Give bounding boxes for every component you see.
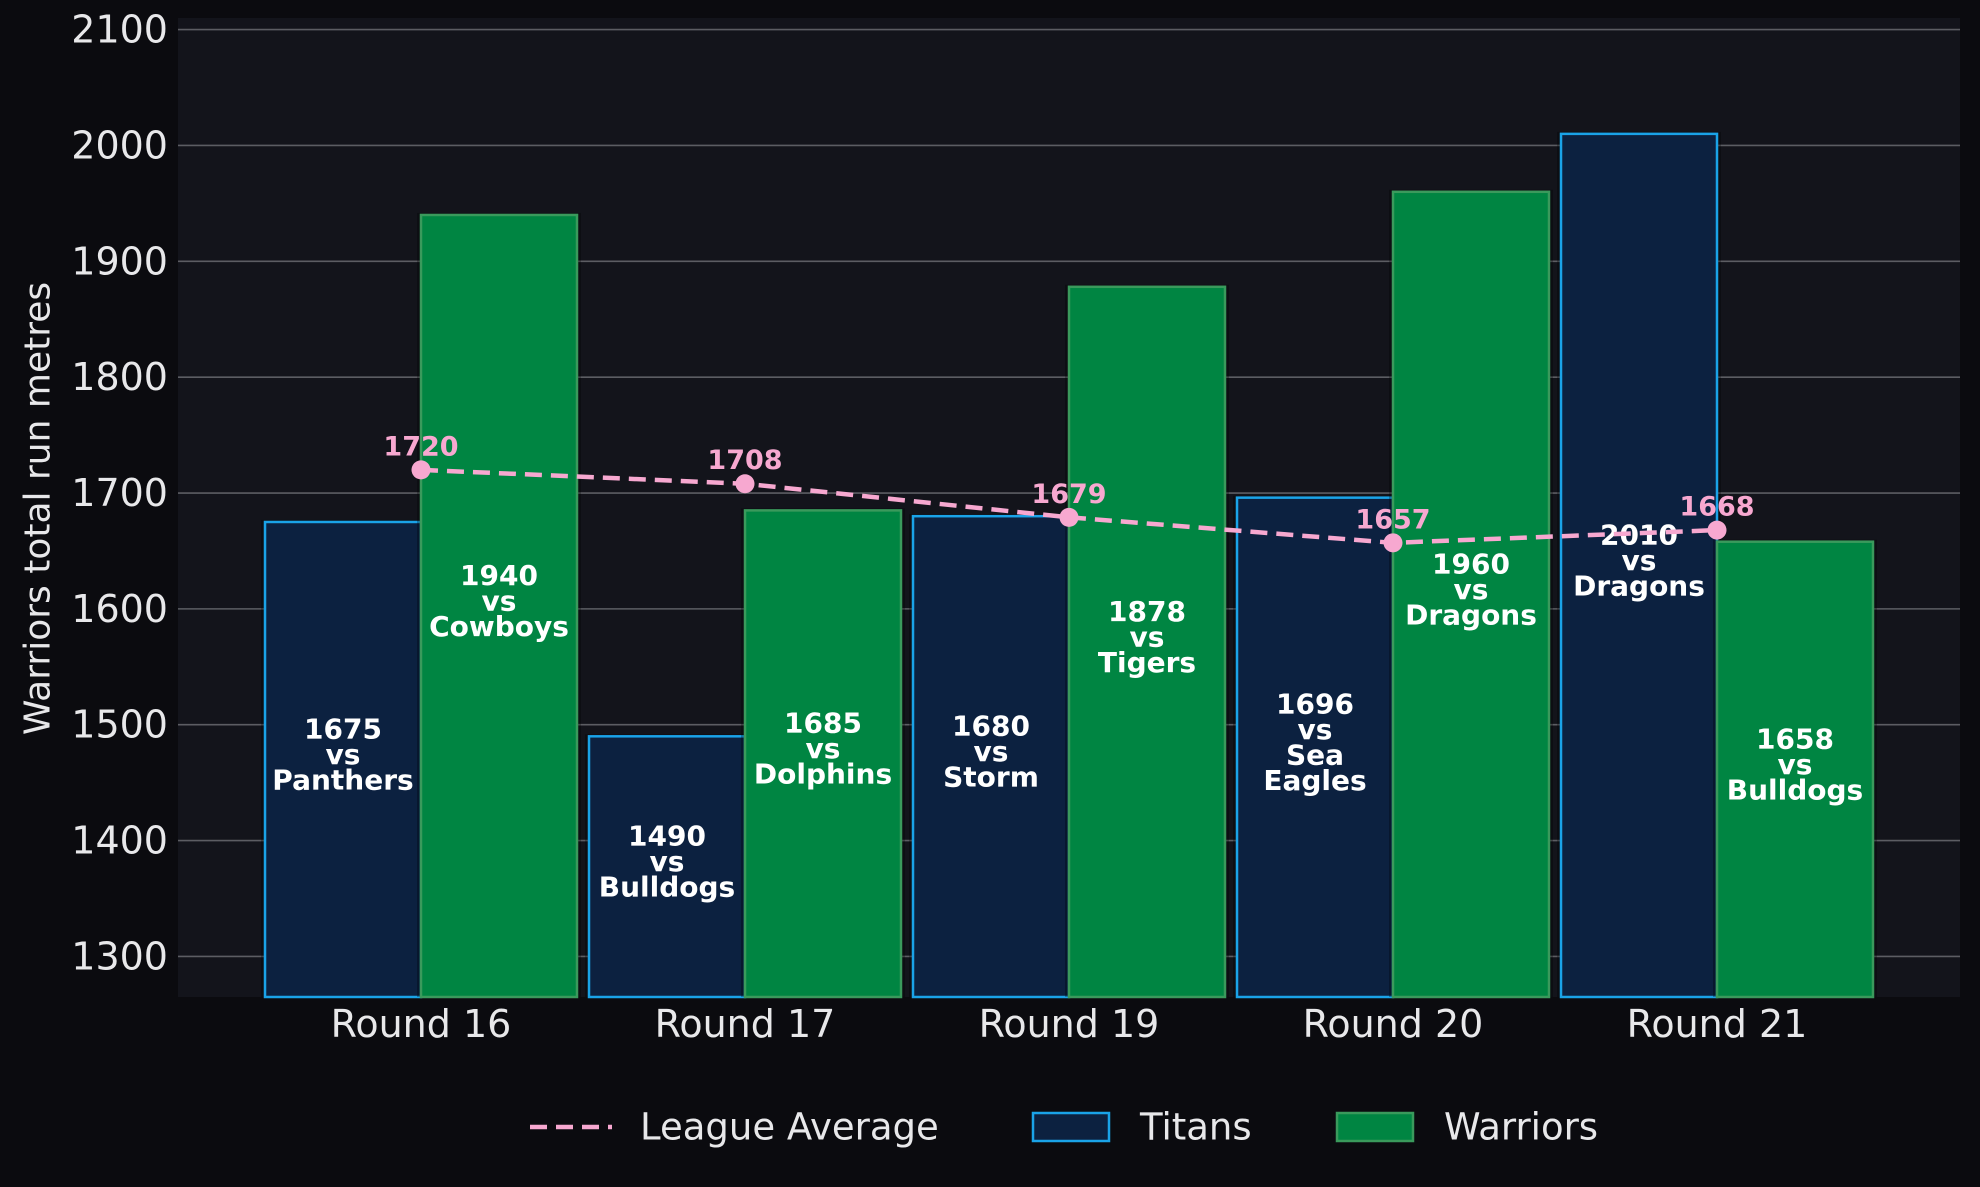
legend-label: Warriors: [1444, 1106, 1598, 1149]
bar-data-label: Dragons: [1573, 569, 1705, 602]
y-tick-label: 1900: [71, 239, 168, 283]
bar-data-label: vs: [326, 738, 361, 771]
bar-titans: [587, 735, 747, 999]
bar-data-label: vs: [1298, 713, 1333, 746]
bar-data-label: Tigers: [1098, 646, 1196, 679]
y-tick-label: 1600: [71, 587, 168, 631]
legend-label: Titans: [1139, 1106, 1252, 1149]
bar-titans: [911, 514, 1071, 999]
y-tick-label: 1700: [71, 471, 168, 515]
bar-data-label: Dolphins: [754, 758, 892, 791]
bar-titans: [1235, 496, 1395, 999]
bar-data-label: 1685: [784, 707, 862, 740]
bar-data-label: vs: [1454, 573, 1489, 606]
bar-data-label: 1675: [304, 712, 382, 745]
bar-data-label: Storm: [943, 761, 1039, 794]
league-average-point: [1059, 507, 1079, 527]
bar-data-label: vs: [1622, 544, 1657, 577]
plot-area: 1300 1400 1500 1600 1700 1800 1900 2000 2100 Warr…: [18, 8, 1960, 1046]
y-tick-label: 1500: [71, 703, 168, 747]
bar-titans: [1559, 132, 1719, 999]
bar-warriors: [1067, 285, 1227, 999]
bar-data-label: Dragons: [1405, 598, 1537, 631]
bar-data-label: 1960: [1432, 547, 1510, 580]
league-average-label: 1720: [383, 431, 458, 462]
y-tick-label: 1300: [71, 934, 168, 978]
x-tick-label: Round 16: [331, 1002, 512, 1046]
league-average-point: [1707, 520, 1727, 540]
legend-swatch-warriors: [1335, 1111, 1415, 1143]
bar-warriors: [1715, 540, 1875, 999]
bar-data-label: Bulldogs: [599, 871, 735, 904]
x-tick-label: Round 20: [1303, 1002, 1484, 1046]
legend-swatch-titans: [1031, 1111, 1111, 1143]
x-tick-label: Round 17: [655, 1002, 836, 1046]
y-tick-label: 1400: [71, 819, 168, 863]
bar-data-label: 1490: [628, 820, 706, 853]
x-tick-label: Round 21: [1627, 1002, 1808, 1046]
league-average-label: 1679: [1031, 479, 1106, 510]
legend: League Average Titans Warriors: [530, 1106, 1598, 1149]
bar-data-label: vs: [806, 732, 841, 765]
x-tick-label: Round 19: [979, 1002, 1160, 1046]
bar-warriors: [419, 213, 579, 999]
bar-data-label: Eagles: [1263, 764, 1366, 797]
bar-data-label: vs: [482, 584, 517, 617]
bar-data-label: Cowboys: [429, 610, 569, 643]
league-average-point: [735, 474, 755, 494]
bar-data-label: vs: [1130, 620, 1165, 653]
bar-warriors: [743, 509, 903, 999]
bar-data-label: Bulldogs: [1727, 773, 1863, 806]
league-average-label: 1708: [707, 445, 782, 476]
bar-data-label: Panthers: [272, 763, 413, 796]
bar-data-label: vs: [1778, 748, 1813, 781]
legend-label: League Average: [640, 1106, 939, 1149]
y-tick-label: 2100: [71, 8, 168, 52]
bar-data-label: 1696: [1276, 688, 1354, 721]
y-axis-label: Warriors total run metres: [18, 282, 59, 735]
league-average-label: 1657: [1355, 504, 1430, 535]
bar-data-label: 1878: [1108, 595, 1186, 628]
bar-titans: [263, 520, 423, 999]
bar-data-label: vs: [650, 845, 685, 878]
y-tick-label: 1800: [71, 355, 168, 399]
bar-data-label: vs: [974, 735, 1009, 768]
league-average-label: 1668: [1679, 492, 1754, 523]
bar-data-label: Sea: [1286, 739, 1344, 772]
bar-data-label: 1940: [460, 559, 538, 592]
bar-data-label: 1658: [1756, 722, 1834, 755]
bar-data-label: 1680: [952, 710, 1030, 743]
league-average-point: [1383, 533, 1403, 553]
league-average-point: [411, 460, 431, 480]
bar-data-label: 2010: [1600, 518, 1678, 551]
y-tick-label: 2000: [71, 123, 168, 167]
bar-warriors: [1391, 190, 1551, 999]
